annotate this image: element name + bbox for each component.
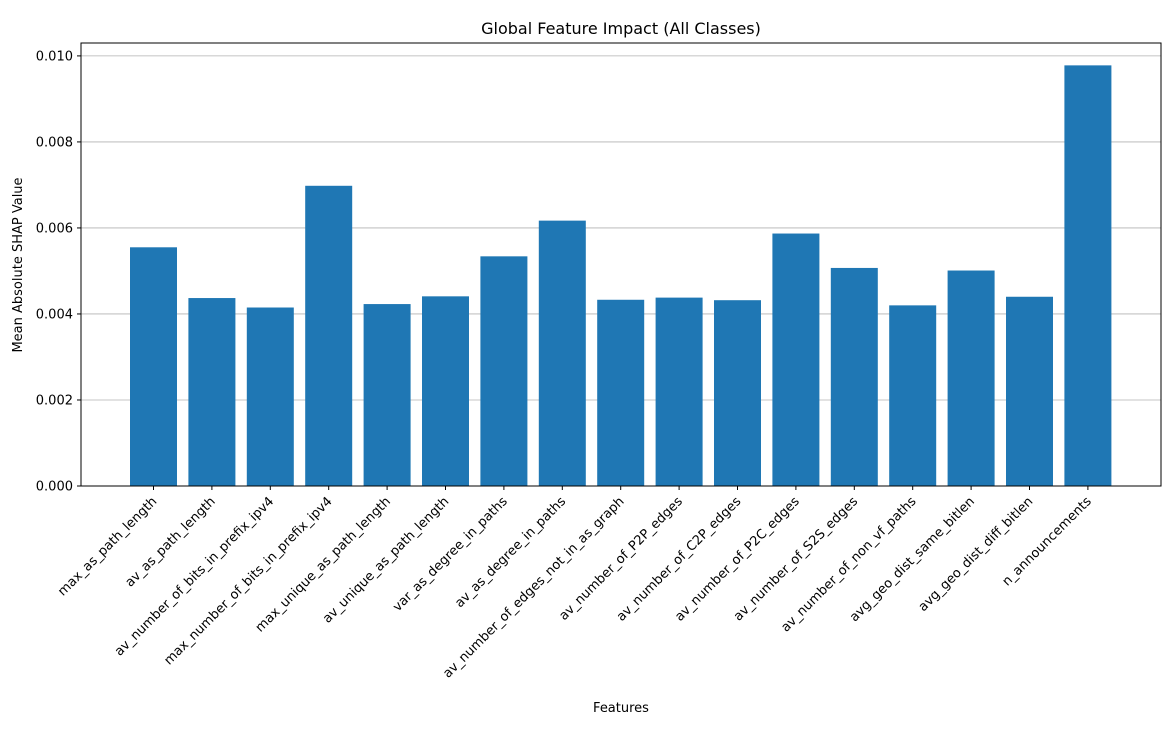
bar-av-number-of-c2p-edges bbox=[714, 300, 761, 486]
bar-max-unique-as-path-length bbox=[363, 304, 411, 486]
y-tick-label: 0.006 bbox=[36, 221, 73, 236]
x-tick-label: av_as_degree_in_paths bbox=[452, 494, 569, 611]
x-axis-ticks: max_as_path_lengthav_as_path_lengthav_nu… bbox=[55, 486, 1095, 681]
x-axis-label: Features bbox=[593, 701, 649, 716]
bar-av-as-path-length bbox=[188, 298, 236, 486]
x-tick-label: av_unique_as_path_length bbox=[320, 494, 452, 626]
y-tick-label: 0.004 bbox=[36, 307, 73, 322]
bar-av-number-of-edges-not-in-as-graph bbox=[597, 299, 645, 486]
y-tick-label: 0.002 bbox=[36, 393, 73, 408]
x-tick-label: var_as_degree_in_paths bbox=[390, 494, 511, 615]
bar-av-number-of-p2c-edges bbox=[772, 233, 820, 486]
bar-avg-geo-dist-diff-bitlen bbox=[1006, 296, 1053, 486]
y-tick-label: 0.008 bbox=[36, 135, 73, 150]
y-axis-label: Mean Absolute SHAP Value bbox=[11, 177, 26, 352]
bar-av-as-degree-in-paths bbox=[538, 220, 586, 486]
bars bbox=[130, 65, 1112, 486]
bar-av-number-of-p2p-edges bbox=[655, 297, 703, 486]
x-tick-label: avg_geo_dist_same_bitlen bbox=[847, 494, 978, 625]
chart-title: Global Feature Impact (All Classes) bbox=[481, 19, 761, 38]
x-tick-label: av_number_of_C2P_edges bbox=[614, 494, 745, 625]
x-tick-label: max_as_path_length bbox=[55, 494, 160, 599]
x-tick-label: av_number_of_P2P_edges bbox=[556, 494, 686, 624]
y-tick-label: 0.010 bbox=[36, 49, 73, 64]
bar-av-number-of-bits-in-prefix-ipv4 bbox=[246, 307, 294, 486]
x-tick-label: av_number_of_P2C_edges bbox=[672, 494, 803, 625]
bar-n-announcements bbox=[1064, 65, 1112, 486]
bar-max-number-of-bits-in-prefix-ipv4 bbox=[305, 185, 353, 486]
bar-max-as-path-length bbox=[130, 247, 177, 486]
y-axis-ticks: 0.000 0.002 0.004 0.006 0.008 0.010 bbox=[36, 49, 81, 495]
bar-av-number-of-non-vf-paths bbox=[889, 305, 937, 486]
bar-var-as-degree-in-paths bbox=[480, 256, 528, 486]
bar-av-number-of-s2s-edges bbox=[830, 267, 878, 486]
x-tick-label: av_number_of_S2S_edges bbox=[731, 494, 861, 624]
x-tick-label: avg_geo_dist_diff_bitlen bbox=[916, 494, 1037, 615]
bar-avg-geo-dist-same-bitlen bbox=[947, 270, 995, 486]
y-tick-label: 0.000 bbox=[36, 480, 73, 495]
bar-av-unique-as-path-length bbox=[422, 296, 469, 486]
